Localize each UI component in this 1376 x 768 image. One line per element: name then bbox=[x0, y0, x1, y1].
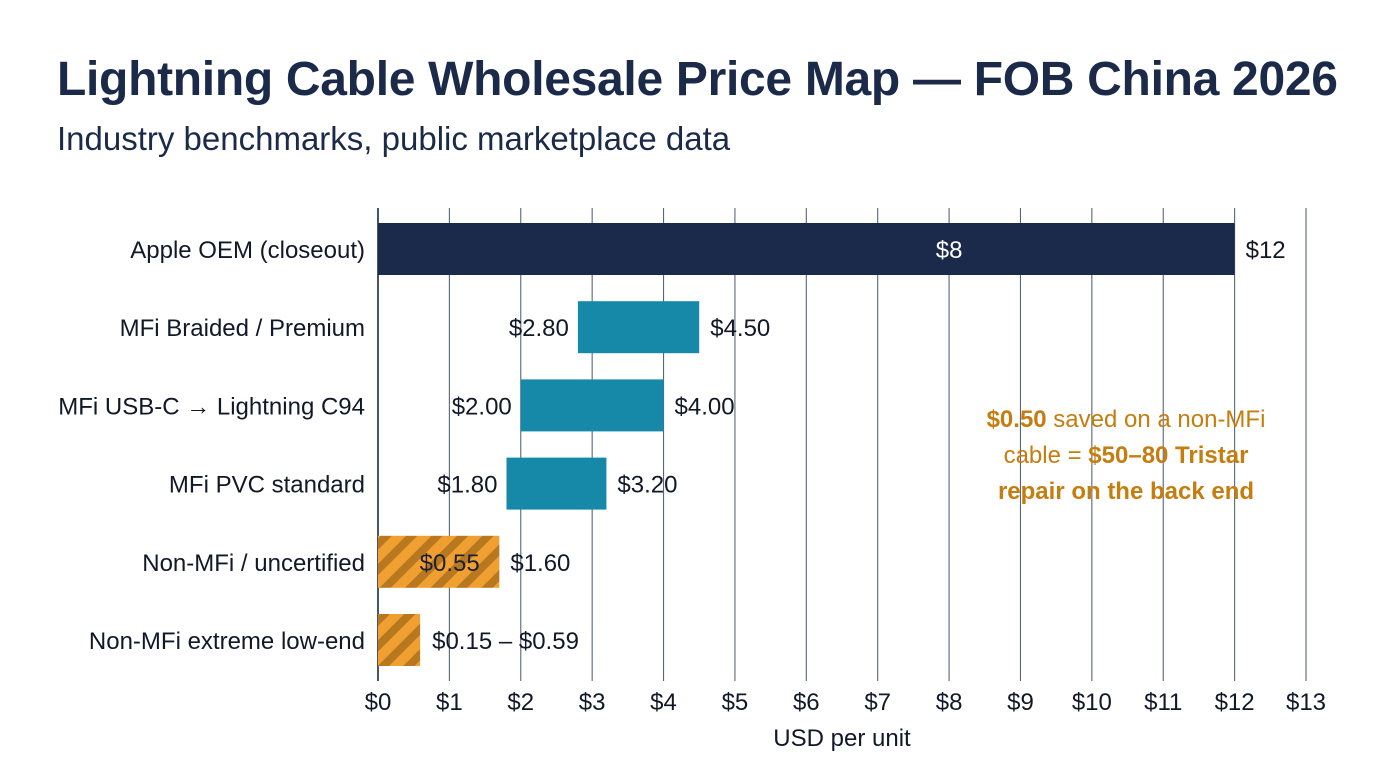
x-tick-label: $8 bbox=[936, 689, 963, 716]
category-label: MFi USB-C → Lightning C94 bbox=[58, 393, 365, 420]
x-tick-label: $9 bbox=[1007, 689, 1034, 716]
x-tick-label: $1 bbox=[436, 689, 463, 716]
x-tick-label: $3 bbox=[579, 689, 606, 716]
range-bar bbox=[577, 301, 700, 354]
chart-title: Lightning Cable Wholesale Price Map — FO… bbox=[57, 53, 1338, 106]
x-tick-label: $13 bbox=[1286, 689, 1326, 716]
low-value-label: $1.80 bbox=[437, 472, 497, 499]
high-value-label: $12 bbox=[1246, 237, 1286, 264]
high-value-label: $3.20 bbox=[617, 472, 677, 499]
low-value-label: $8 bbox=[936, 237, 963, 264]
chart-subtitle: Industry benchmarks, public marketplace … bbox=[57, 120, 731, 157]
x-tick-label: $5 bbox=[722, 689, 749, 716]
range-label: $0.15 – $0.59 bbox=[432, 628, 579, 655]
x-tick-label: $7 bbox=[864, 689, 891, 716]
low-value-label: $2.00 bbox=[452, 393, 512, 420]
category-label: Non-MFi extreme low-end bbox=[89, 628, 365, 655]
range-bar bbox=[520, 379, 664, 432]
high-value-label: $1.60 bbox=[510, 550, 570, 577]
range-bar bbox=[378, 535, 500, 588]
x-tick-label: $0 bbox=[365, 689, 392, 716]
category-label: MFi Braided / Premium bbox=[120, 315, 365, 342]
category-label: Non-MFi / uncertified bbox=[142, 550, 365, 577]
annotation-text-3: repair on the back end bbox=[997, 478, 1255, 505]
range-bar bbox=[506, 457, 607, 510]
x-tick-label: $10 bbox=[1072, 689, 1112, 716]
x-tick-label: $2 bbox=[507, 689, 534, 716]
category-label: MFi PVC standard bbox=[169, 472, 365, 499]
annotation-savings: $0.50 bbox=[986, 406, 1047, 433]
x-tick-label: $11 bbox=[1144, 689, 1182, 716]
x-axis-title: USD per unit bbox=[773, 725, 911, 752]
annotation-text-1: saved on a non-MFi bbox=[1046, 406, 1266, 433]
high-value-label: $4.00 bbox=[675, 393, 735, 420]
annotation-text-2: cable = bbox=[1003, 442, 1089, 469]
x-tick-label: $4 bbox=[650, 689, 677, 716]
x-tick-label: $6 bbox=[793, 689, 820, 716]
high-value-label: $4.50 bbox=[710, 315, 770, 342]
range-bar bbox=[378, 223, 1235, 275]
low-value-label: $0.55 bbox=[420, 550, 480, 577]
range-bar bbox=[378, 614, 421, 666]
x-tick-label: $12 bbox=[1215, 689, 1255, 716]
low-value-label: $2.80 bbox=[509, 315, 569, 342]
annotation-note: $0.50 saved on a non-MFi cable = $50–80 … bbox=[956, 402, 1296, 510]
annotation-repair-cost: $50–80 Tristar bbox=[1088, 442, 1249, 469]
category-label: Apple OEM (closeout) bbox=[130, 237, 365, 264]
